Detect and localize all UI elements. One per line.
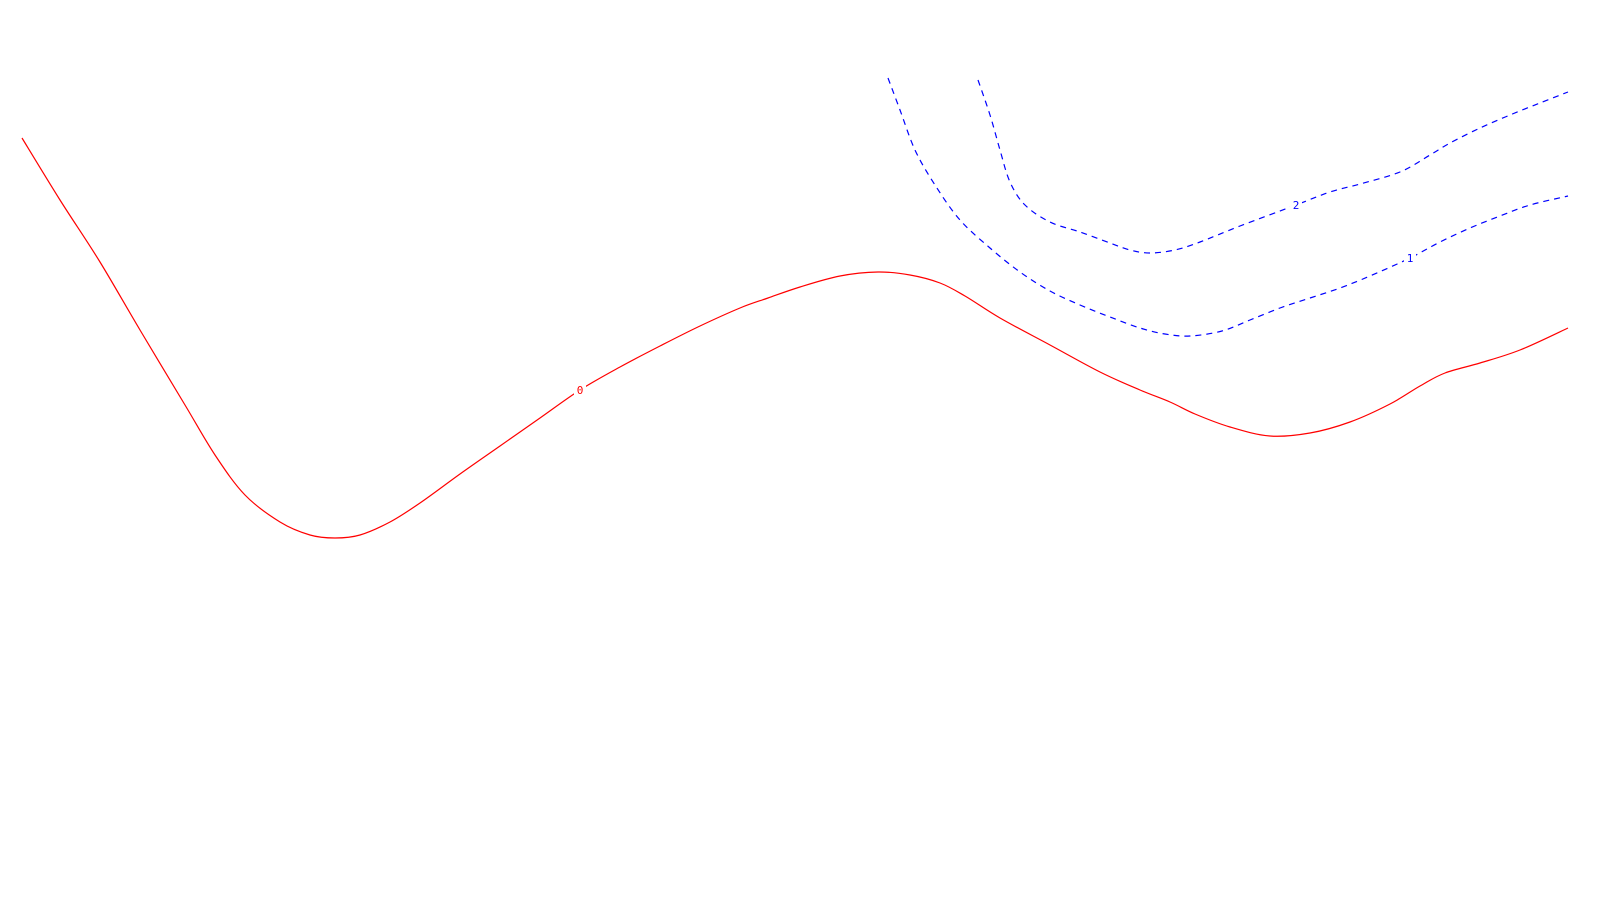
contour-label-1: 1: [1407, 252, 1414, 265]
contour-layer: 0 1 2: [21, 77, 1569, 539]
contour-line-1: [887, 77, 1569, 337]
contour-label-2: 2: [1293, 199, 1300, 212]
contour-label-background-1: [1404, 252, 1416, 264]
contour-label-background-0: [574, 384, 586, 396]
contour-line-2: [977, 79, 1569, 254]
contour-line-0: [21, 137, 1569, 539]
contour-label-background-2: [1290, 199, 1302, 211]
contour-label-0: 0: [577, 384, 584, 397]
